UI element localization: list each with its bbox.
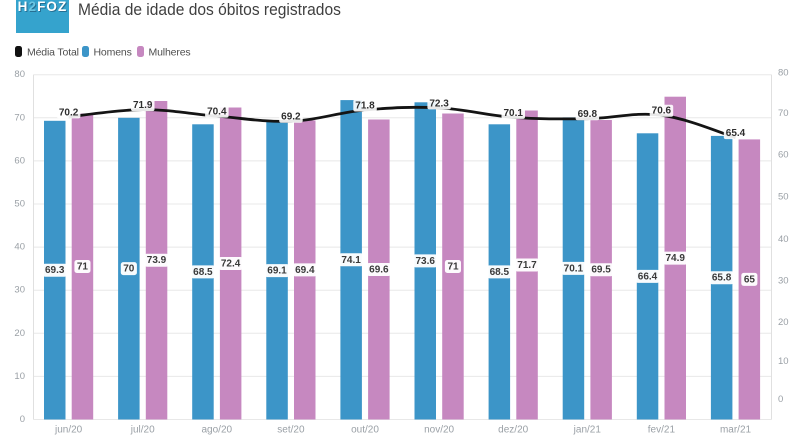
svg-text:20: 20 bbox=[778, 317, 789, 328]
svg-text:80: 80 bbox=[778, 68, 789, 79]
svg-text:69.2: 69.2 bbox=[281, 112, 301, 123]
svg-text:73.9: 73.9 bbox=[147, 255, 167, 266]
svg-text:65: 65 bbox=[744, 274, 756, 285]
svg-text:71.7: 71.7 bbox=[517, 260, 537, 271]
svg-text:68.5: 68.5 bbox=[490, 267, 510, 278]
svg-text:69.1: 69.1 bbox=[267, 266, 287, 277]
svg-text:ago/20: ago/20 bbox=[202, 425, 233, 436]
svg-text:69.4: 69.4 bbox=[295, 265, 315, 276]
svg-text:dez/20: dez/20 bbox=[498, 425, 528, 436]
svg-text:20: 20 bbox=[14, 328, 25, 339]
svg-text:68.5: 68.5 bbox=[193, 267, 213, 278]
svg-text:jan/21: jan/21 bbox=[573, 425, 602, 436]
svg-text:40: 40 bbox=[778, 234, 789, 245]
svg-text:70.2: 70.2 bbox=[59, 107, 79, 118]
svg-text:10: 10 bbox=[14, 371, 25, 382]
svg-text:0: 0 bbox=[20, 414, 25, 425]
svg-text:70.4: 70.4 bbox=[207, 107, 227, 118]
svg-text:69.6: 69.6 bbox=[369, 265, 389, 276]
svg-text:69.3: 69.3 bbox=[45, 265, 65, 276]
svg-text:69.8: 69.8 bbox=[578, 109, 598, 120]
svg-text:72.4: 72.4 bbox=[221, 259, 241, 270]
svg-text:74.1: 74.1 bbox=[341, 255, 361, 266]
svg-text:65.4: 65.4 bbox=[726, 128, 746, 139]
svg-text:70.1: 70.1 bbox=[564, 263, 584, 274]
svg-text:72.3: 72.3 bbox=[429, 98, 449, 109]
svg-text:mar/21: mar/21 bbox=[720, 425, 752, 436]
svg-text:jun/20: jun/20 bbox=[54, 425, 83, 436]
svg-text:71: 71 bbox=[77, 262, 89, 273]
svg-text:65.8: 65.8 bbox=[712, 273, 732, 284]
svg-text:30: 30 bbox=[14, 285, 25, 296]
svg-text:70: 70 bbox=[14, 112, 25, 123]
svg-text:40: 40 bbox=[14, 242, 25, 253]
svg-text:fev/21: fev/21 bbox=[648, 425, 676, 436]
svg-text:60: 60 bbox=[14, 155, 25, 166]
svg-text:10: 10 bbox=[778, 356, 789, 367]
svg-text:66.4: 66.4 bbox=[638, 271, 658, 282]
svg-text:71.8: 71.8 bbox=[355, 101, 375, 112]
svg-text:71: 71 bbox=[447, 262, 459, 273]
svg-text:80: 80 bbox=[14, 69, 25, 80]
svg-text:jul/20: jul/20 bbox=[130, 425, 155, 436]
svg-text:0: 0 bbox=[778, 394, 783, 405]
svg-text:70: 70 bbox=[778, 108, 789, 119]
svg-text:60: 60 bbox=[778, 150, 789, 161]
svg-text:70.6: 70.6 bbox=[652, 106, 672, 117]
svg-text:74.9: 74.9 bbox=[665, 253, 685, 264]
svg-text:70.1: 70.1 bbox=[503, 108, 523, 119]
svg-text:50: 50 bbox=[14, 199, 25, 210]
svg-text:73.6: 73.6 bbox=[415, 256, 435, 267]
svg-text:30: 30 bbox=[778, 276, 789, 287]
svg-text:nov/20: nov/20 bbox=[424, 425, 454, 436]
svg-text:71.9: 71.9 bbox=[133, 100, 153, 111]
svg-text:69.5: 69.5 bbox=[591, 265, 611, 276]
svg-text:set/20: set/20 bbox=[277, 425, 305, 436]
svg-text:70: 70 bbox=[123, 264, 135, 275]
svg-text:50: 50 bbox=[778, 192, 789, 203]
svg-text:out/20: out/20 bbox=[351, 425, 379, 436]
